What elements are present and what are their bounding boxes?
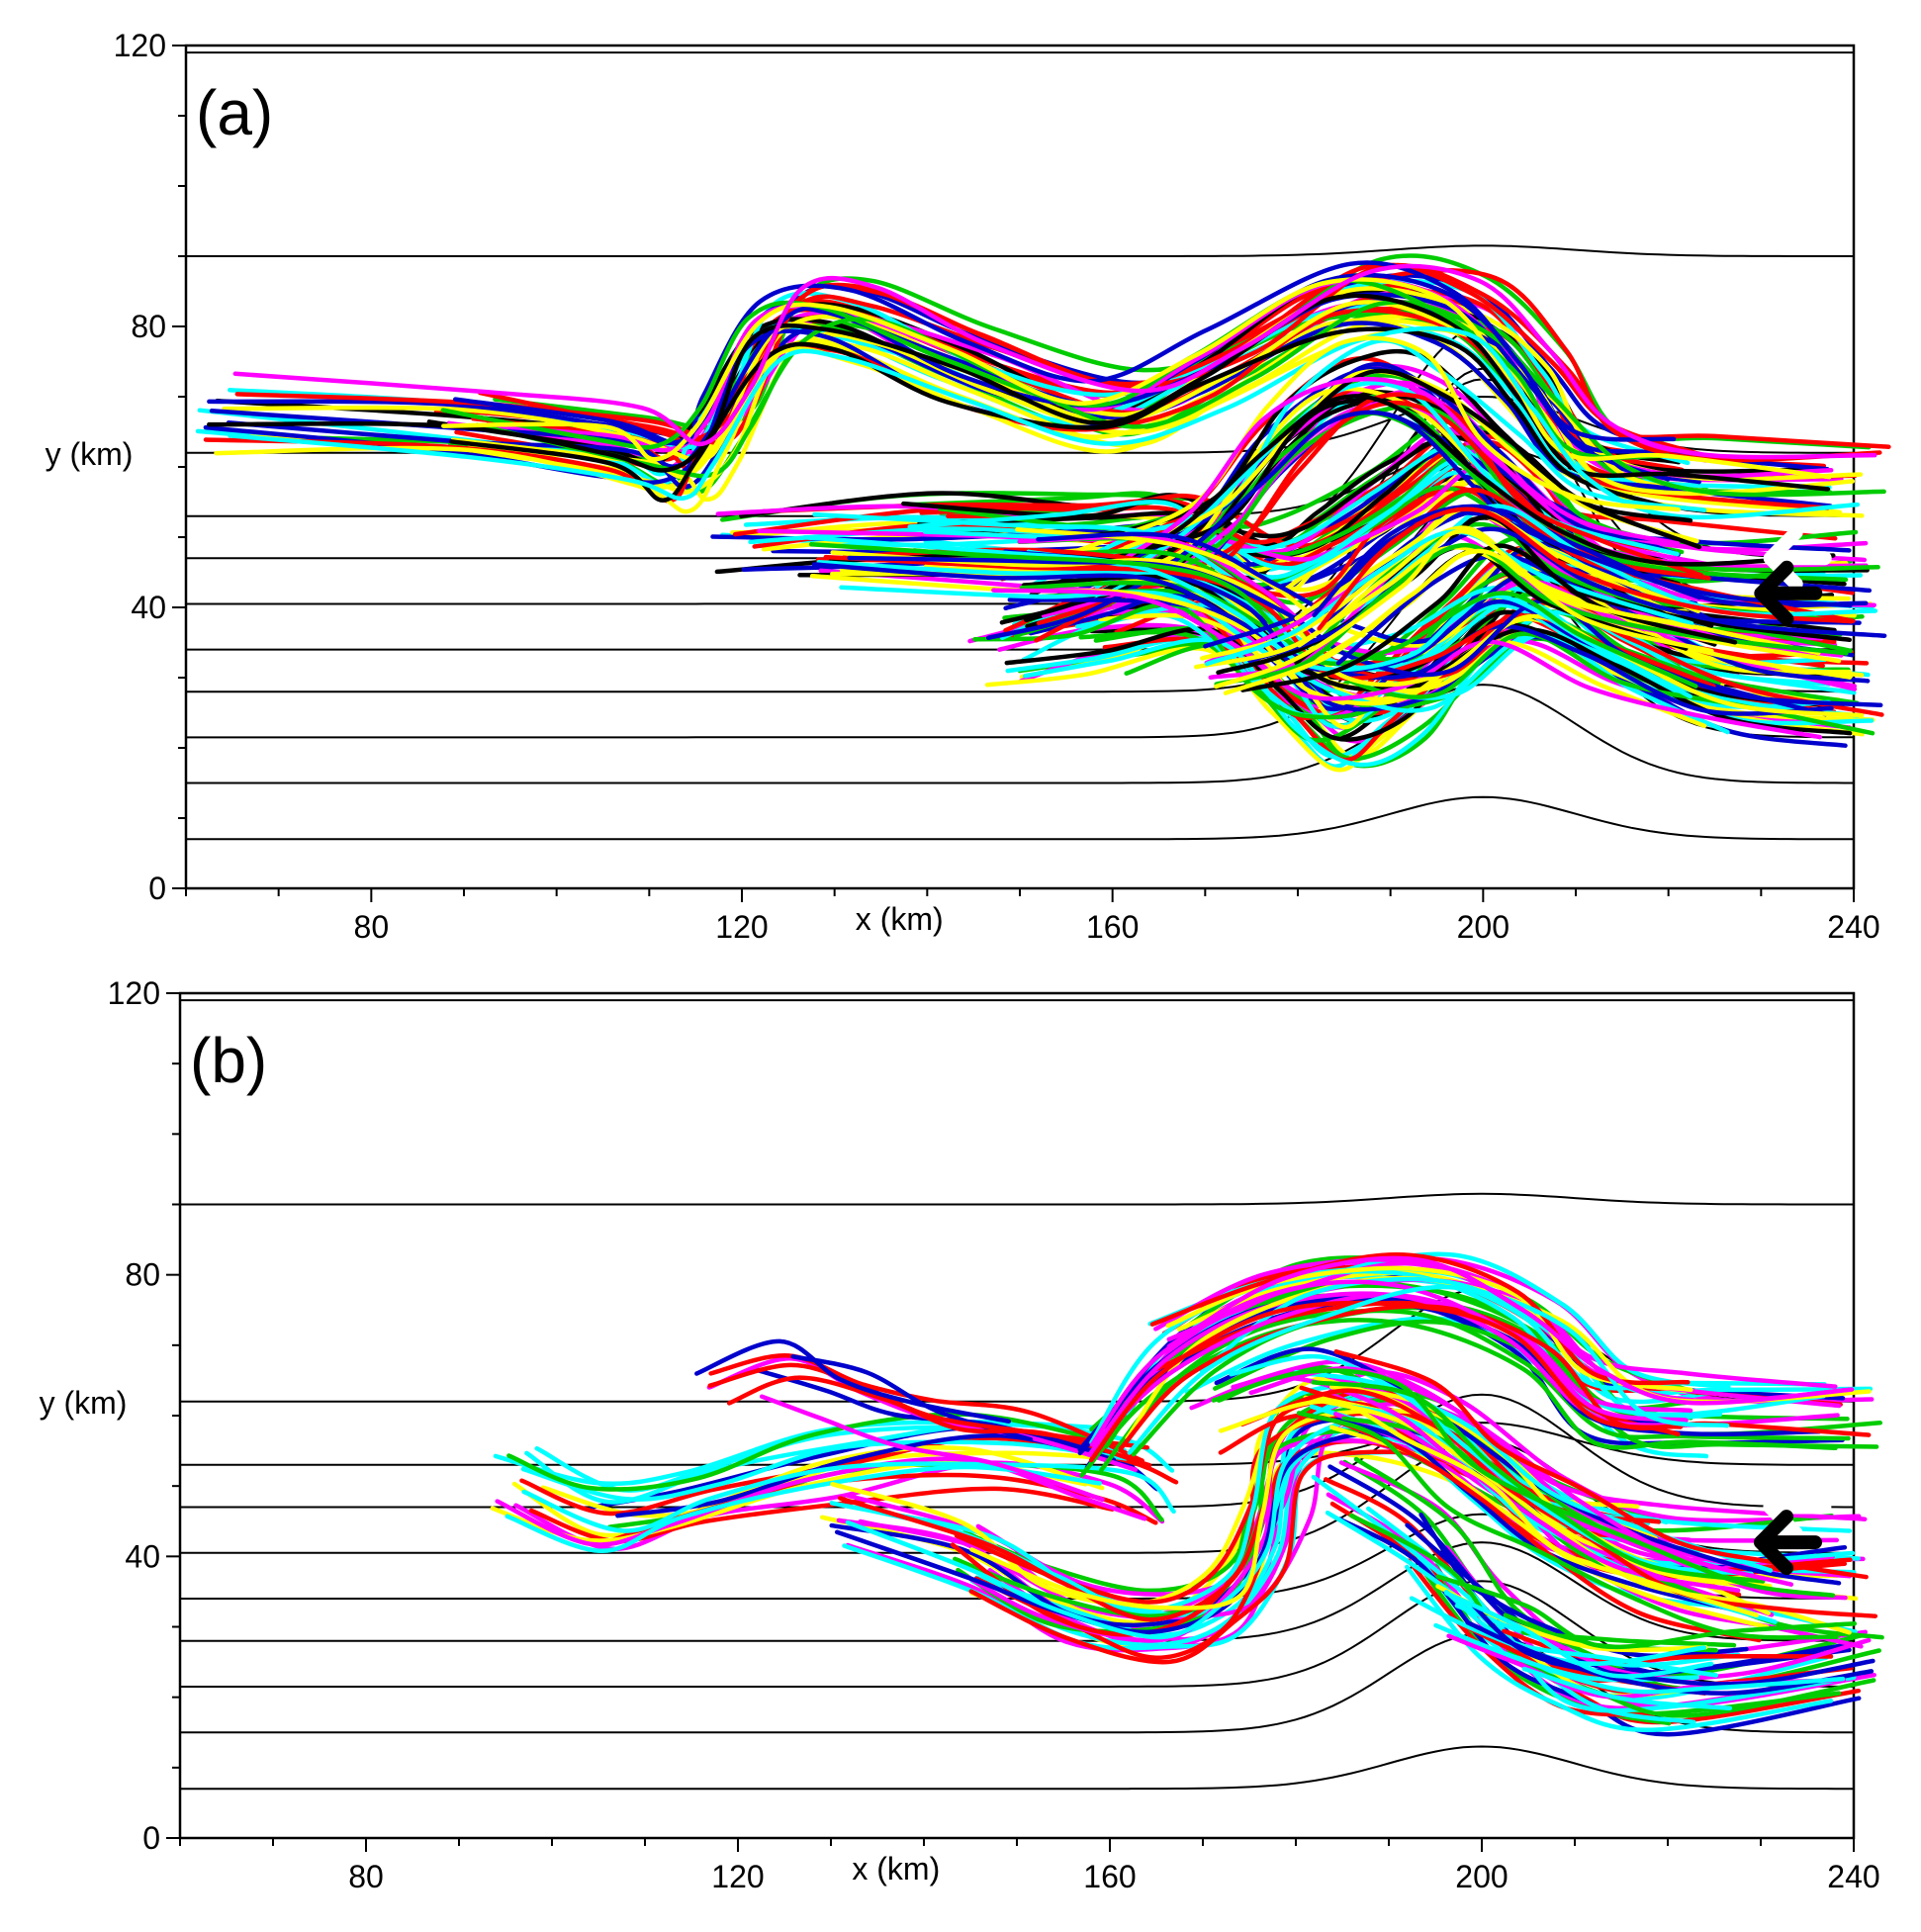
trajectory-line <box>504 1464 1102 1554</box>
x-tick-label: 120 <box>711 1859 764 1894</box>
trajectory-line <box>1088 1300 1684 1463</box>
panel-label-b: (b) <box>190 1025 267 1096</box>
trajectory-line <box>694 1338 1012 1425</box>
trajectory-line <box>441 277 1832 480</box>
trajectory-line <box>1312 504 1853 617</box>
trajectory-line <box>1218 1399 1760 1618</box>
y-tick-label: 80 <box>125 1257 160 1293</box>
contour-line <box>186 546 1854 739</box>
y-tick-label: 120 <box>114 28 166 63</box>
panel-label-a: (a) <box>196 77 273 148</box>
trajectory-line <box>830 550 1865 718</box>
y-tick-label: 40 <box>125 1538 160 1574</box>
contour-line <box>186 795 1854 841</box>
trajectory-line <box>1444 1591 1714 1679</box>
trajectory-line <box>752 1366 1117 1462</box>
x-tick-label: 80 <box>348 1859 384 1894</box>
trajectory-line <box>1204 529 1694 667</box>
flow-arrows-a <box>1754 525 1832 626</box>
contour-line <box>180 1192 1854 1206</box>
trajectory-line <box>589 1426 1159 1510</box>
trajectory-line <box>1101 394 1836 573</box>
y-tick-label: 40 <box>131 590 166 625</box>
x-tick-label: 160 <box>1086 909 1139 945</box>
trajectory-line <box>495 1456 1147 1547</box>
trajectory-line <box>1214 1346 1842 1586</box>
trajectory-line <box>232 263 1877 460</box>
trajectory-line <box>1211 1368 1836 1598</box>
trajectory-line <box>1502 1628 1834 1664</box>
y-tick-label: 0 <box>148 871 166 906</box>
trajectory-line <box>449 326 1670 509</box>
flow-arrows-b <box>1754 1474 1832 1576</box>
contour-line <box>186 244 1854 257</box>
trajectories-b <box>490 1251 1884 1737</box>
black-arrow-icon <box>1754 560 1823 626</box>
panel-a: 80 120 160 200 240 0 40 80 120 (a) x (km) y (km) <box>46 28 1891 945</box>
trajectory-line <box>706 1356 1139 1472</box>
trajectory-line <box>1214 528 1695 690</box>
trajectory-line <box>1079 1318 1838 1478</box>
y-tick-label: 0 <box>142 1820 160 1856</box>
axis-ticks-b: 80 120 160 200 240 0 40 80 120 <box>108 975 1880 1894</box>
contour-line <box>186 367 1854 651</box>
trajectory-line <box>520 1439 1129 1502</box>
trajectory-line <box>1325 1510 1857 1713</box>
trajectory-line <box>521 1461 1176 1533</box>
y-tick-label: 80 <box>131 309 166 344</box>
trajectory-line <box>991 588 1823 740</box>
trajectory-line <box>1149 1252 1691 1386</box>
trajectory-line <box>1311 1380 1766 1584</box>
trajectory-line <box>759 1394 1105 1503</box>
trajectory-line <box>1298 1412 1753 1616</box>
trajectory-line <box>839 585 1730 735</box>
trajectory-line <box>1521 1666 1733 1711</box>
contour-line <box>180 1580 1855 1688</box>
trajectory-line <box>1223 548 1714 695</box>
trajectory-line <box>811 562 1834 716</box>
x-tick-label: 240 <box>1827 909 1879 945</box>
contour-line <box>180 1541 1854 1642</box>
trajectory-line <box>1214 542 1849 687</box>
trajectory-line <box>1239 1388 1878 1618</box>
x-tick-label: 160 <box>1083 1859 1136 1894</box>
trajectory-line <box>1433 1622 1846 1695</box>
y-axis-label-a: y (km) <box>46 436 134 472</box>
y-axis-label-b: y (km) <box>40 1385 128 1421</box>
x-tick-label: 240 <box>1827 1859 1879 1894</box>
trajectory-line <box>1248 1366 1794 1587</box>
trajectory-line <box>1435 1574 1858 1650</box>
x-axis-label-a: x (km) <box>856 901 944 937</box>
x-tick-label: 200 <box>1457 909 1509 945</box>
panel-b: 80 120 160 200 240 0 40 80 120 (b) x (km) y (km) <box>40 975 1884 1894</box>
trajectory-line <box>1029 337 1707 588</box>
trajectory-line <box>1127 1284 1730 1455</box>
trajectory-line <box>1111 376 1681 569</box>
trajectories-a <box>195 253 1891 773</box>
contour-line <box>180 1745 1854 1791</box>
trajectory-line <box>228 325 1861 520</box>
x-tick-label: 80 <box>354 909 390 945</box>
x-axis-label-b: x (km) <box>852 1851 940 1886</box>
trajectory-line <box>726 1375 1152 1468</box>
axis-ticks-a: 80 120 160 200 240 0 40 80 120 <box>114 28 1880 945</box>
trajectory-line <box>1089 1279 1689 1447</box>
trajectory-line <box>1247 526 1887 664</box>
x-tick-label: 120 <box>715 909 768 945</box>
y-tick-label: 120 <box>108 975 160 1011</box>
black-arrow-icon <box>1754 1510 1822 1576</box>
trajectory-line <box>1317 506 1854 631</box>
trajectory-line <box>1406 1558 1656 1718</box>
trajectory-line <box>1166 1255 1855 1406</box>
trajectory-line <box>1337 1517 1862 1737</box>
contour-line <box>186 684 1854 784</box>
x-tick-label: 200 <box>1455 1859 1508 1894</box>
